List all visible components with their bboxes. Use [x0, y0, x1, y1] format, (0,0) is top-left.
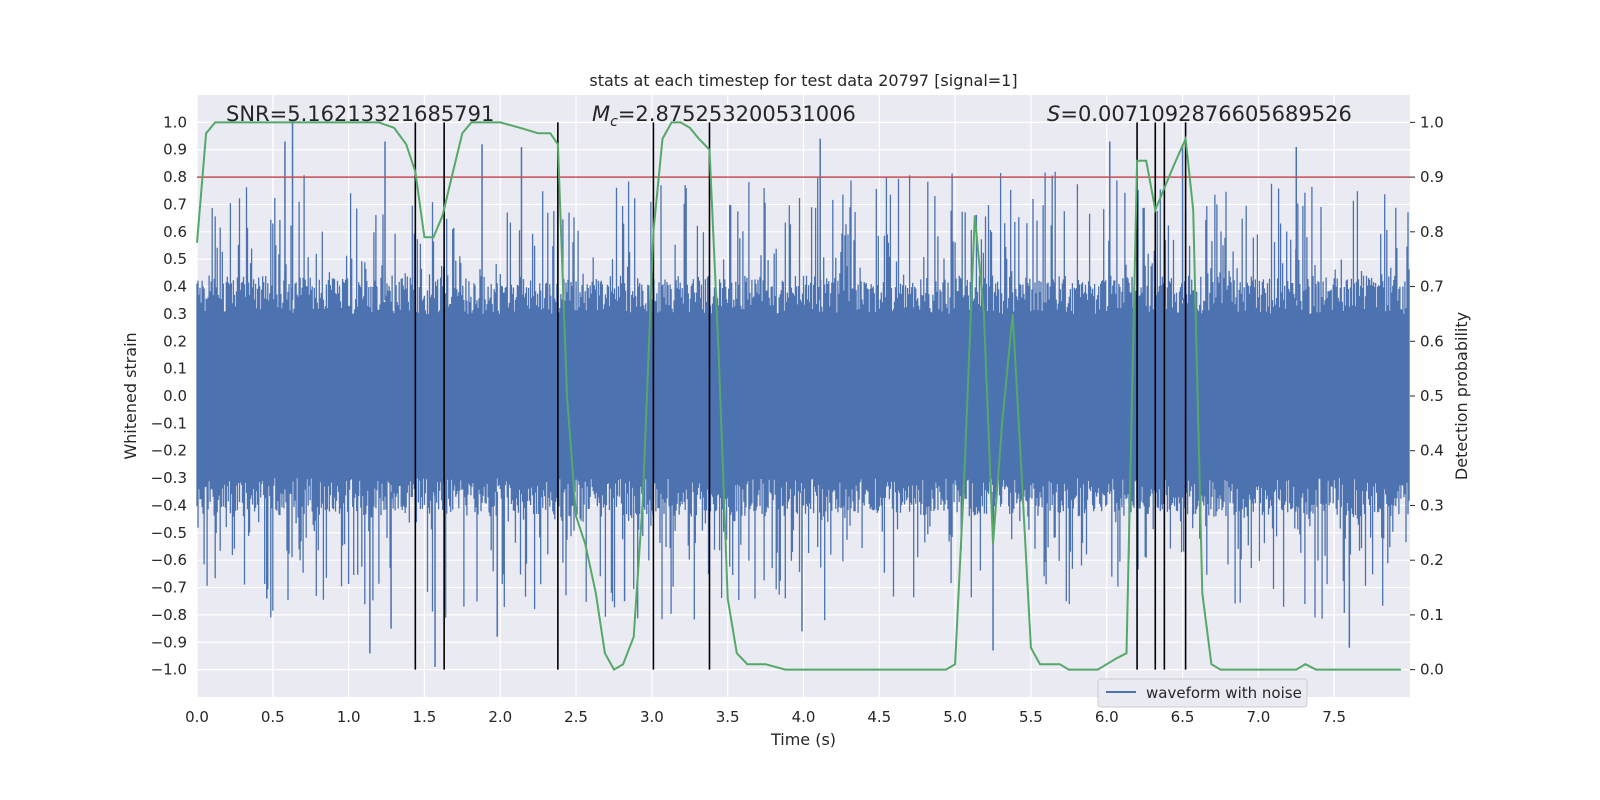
- y-tick-label: 0.3: [163, 305, 187, 323]
- x-tick-label: 1.5: [413, 708, 437, 726]
- y-tick-label: −0.6: [151, 551, 187, 569]
- y-tick-label: −0.7: [151, 579, 187, 597]
- y2-tick-label: 0.0: [1420, 661, 1444, 679]
- mc-subscript: c: [610, 114, 618, 130]
- y-tick-label: −0.1: [151, 414, 187, 432]
- y-tick-label: 1.0: [163, 113, 187, 131]
- y-tick-label: −0.4: [151, 496, 187, 514]
- y-tick-label: 0.8: [163, 168, 187, 186]
- y2-tick-label: 0.5: [1420, 387, 1444, 405]
- x-tick-label: 6.0: [1095, 708, 1119, 726]
- x-tick-label: 5.0: [943, 708, 967, 726]
- y-tick-label: −0.5: [151, 524, 187, 542]
- x-tick-label: 2.5: [564, 708, 588, 726]
- y-tick-label: 0.9: [163, 141, 187, 159]
- y-tick-label: −0.8: [151, 606, 187, 624]
- x-axis-ticks: 0.0 0.5 1.0 1.5 2.0 2.5 3.0 3.5 4.0 4.5 5.0 5.5 6.0 6…: [185, 708, 1346, 726]
- y-tick-label: −0.2: [151, 442, 187, 460]
- y-tick-label: −0.3: [151, 469, 187, 487]
- x-tick-label: 4.0: [792, 708, 816, 726]
- y-axis-ticks: 1.0 0.9 0.8 0.7 0.6 0.5 0.4 0.3 0.2 0.1 0.0 −0.1 −0.…: [151, 113, 187, 678]
- y2-tick-label: 0.8: [1420, 223, 1444, 241]
- y-tick-label: 0.6: [163, 223, 187, 241]
- legend: waveform with noise: [1097, 678, 1308, 708]
- probability-series: [196, 121, 1401, 671]
- chart-title: stats at each timestep for test data 207…: [589, 71, 1017, 90]
- x-tick-label: 6.5: [1171, 708, 1195, 726]
- legend-box: [1097, 678, 1308, 708]
- y-tick-label: 0.5: [163, 250, 187, 268]
- x-tick-label: 4.5: [867, 708, 891, 726]
- y-tick-label: 0.4: [163, 278, 187, 296]
- x-tick-label: 0.5: [261, 708, 285, 726]
- y-tick-label: −1.0: [151, 661, 187, 679]
- x-tick-label: 1.0: [337, 708, 361, 726]
- x-tick-label: 3.0: [640, 708, 664, 726]
- y2-tick-label: 0.7: [1420, 278, 1444, 296]
- y-axis-label: Whitened strain: [121, 332, 140, 459]
- waveform-series: [196, 122, 1410, 667]
- y2-tick-label: 0.2: [1420, 551, 1444, 569]
- x-tick-label: 7.5: [1322, 708, 1346, 726]
- s-value: =0.007109287660568952​6: [1060, 102, 1352, 126]
- y-tick-label: 0.7: [163, 195, 187, 213]
- y-tick-label: −0.9: [151, 633, 187, 651]
- snr-annotation: SNR=5.16213321685791: [226, 102, 494, 126]
- chirp-mass-annotation: Mc=2.875253200531006: [592, 102, 856, 130]
- x-tick-label: 3.5: [716, 708, 740, 726]
- s-symbol: S: [1047, 102, 1060, 126]
- waveform-body: [196, 171, 1410, 621]
- legend-entry-label: waveform with noise: [1146, 684, 1302, 702]
- x-axis-label: Time (s): [770, 730, 836, 749]
- y-tick-label: 0.1: [163, 360, 187, 378]
- y2-tick-label: 0.9: [1420, 168, 1444, 186]
- s-annotation: S=0.007109287660568952​6: [1047, 102, 1352, 126]
- y2-axis-ticks: 1.0 0.9 0.8 0.7 0.6 0.5 0.4 0.3 0.2 0.1 0.0: [1410, 113, 1444, 679]
- x-tick-label: 5.5: [1019, 708, 1043, 726]
- y2-tick-label: 0.4: [1420, 442, 1444, 460]
- y2-tick-label: 0.1: [1420, 606, 1444, 624]
- x-tick-label: 0.0: [185, 708, 209, 726]
- y2-tick-label: 0.6: [1420, 332, 1444, 350]
- y2-tick-label: 1.0: [1420, 113, 1444, 131]
- y-tick-label: 0.0: [163, 387, 187, 405]
- y2-tick-label: 0.3: [1420, 496, 1444, 514]
- mc-value: =2.875253200531006: [618, 102, 856, 126]
- x-tick-label: 7.0: [1246, 708, 1270, 726]
- event-markers: [414, 122, 1187, 670]
- x-tick-label: 2.0: [488, 708, 512, 726]
- mc-symbol: M: [592, 102, 610, 126]
- y2-axis-label: Detection probability: [1452, 312, 1471, 480]
- y-tick-label: 0.2: [163, 332, 187, 350]
